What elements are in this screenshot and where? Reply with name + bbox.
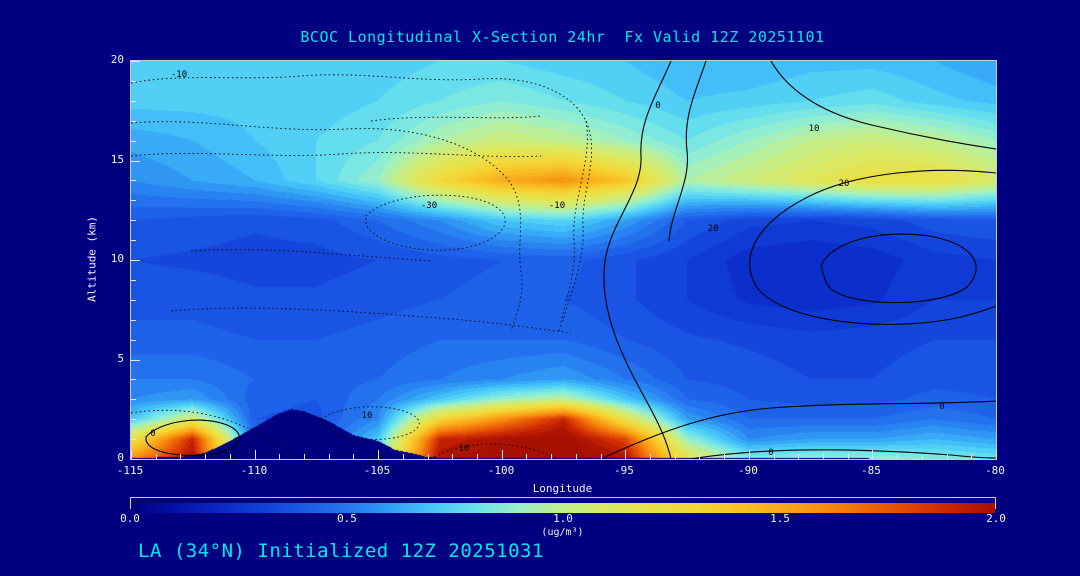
x-tick <box>328 454 330 459</box>
x-tick-label: -115 <box>116 464 144 477</box>
colorbar-canvas <box>131 503 995 513</box>
x-tick <box>131 450 132 459</box>
y-tick-label: 20 <box>110 53 124 66</box>
x-tick <box>897 454 899 459</box>
y-tick <box>131 100 136 102</box>
y-tick <box>131 399 136 401</box>
colorbar-units: (ug/m³) <box>541 527 584 538</box>
x-tick-label: -110 <box>240 464 268 477</box>
y-tick <box>131 80 136 82</box>
y-tick <box>131 140 136 142</box>
x-tick <box>526 454 528 459</box>
y-tick-label: 10 <box>110 252 124 265</box>
x-tick <box>378 450 380 459</box>
x-tick <box>971 454 973 459</box>
x-tick <box>650 454 651 459</box>
x-tick <box>847 454 849 459</box>
x-tick <box>748 450 750 459</box>
y-axis-title: Altitude (km) <box>85 215 99 303</box>
colorbar-tick-label: 2.0 <box>986 512 1006 525</box>
y-tick <box>131 359 140 361</box>
y-tick <box>131 61 140 62</box>
colorbar-tick-label: 1.0 <box>553 512 573 525</box>
x-tick <box>501 450 503 459</box>
x-tick <box>600 454 602 459</box>
y-tick <box>131 160 140 162</box>
x-tick-label: -100 <box>487 464 515 477</box>
contour-labels: 0 10 20 20 0 0 0 -10 -30 -10 10 10 <box>131 61 996 459</box>
plot-area: 0 10 20 20 0 0 0 -10 -30 -10 10 10 <box>130 60 997 460</box>
x-tick <box>205 454 207 459</box>
x-axis-title: Longitude <box>532 482 593 495</box>
x-tick <box>996 450 997 459</box>
dotted-contour-label: -10 <box>548 201 566 211</box>
solid-contour-label: 0 <box>150 429 156 439</box>
y-tick <box>131 439 136 441</box>
axis-tick-marks <box>131 61 997 460</box>
x-tick <box>872 450 874 459</box>
y-tick-label: 5 <box>117 352 124 365</box>
x-tick <box>674 454 676 459</box>
x-tick <box>823 454 824 459</box>
dotted-contour-label: 10 <box>361 411 373 421</box>
dotted-contour-label: -30 <box>420 201 438 211</box>
x-tick <box>304 454 305 459</box>
x-tick <box>353 454 355 459</box>
solid-contour-label: 0 <box>655 101 661 111</box>
solid-contour-label: 20 <box>707 224 719 234</box>
x-tick-label: -85 <box>861 464 881 477</box>
y-tick <box>131 180 136 182</box>
x-tick <box>402 454 404 459</box>
x-tick <box>229 454 231 459</box>
y-tick <box>131 299 136 301</box>
y-tick <box>131 279 136 281</box>
init-info-text: LA (34°N) Initialized 12Z 20251031 <box>138 540 544 562</box>
solid-contour-label: 0 <box>939 402 945 412</box>
x-tick-label: -90 <box>738 464 758 477</box>
x-tick <box>452 454 454 459</box>
solid-contour-label: 10 <box>808 124 820 134</box>
x-tick-label: -95 <box>614 464 634 477</box>
y-tick <box>131 200 136 202</box>
y-tick <box>131 260 140 261</box>
y-tick <box>131 379 136 381</box>
y-tick <box>131 240 136 242</box>
colorbar <box>130 497 996 513</box>
x-tick <box>180 454 182 459</box>
y-tick-label: 0 <box>117 451 124 464</box>
x-tick <box>946 454 948 459</box>
x-tick <box>477 454 478 459</box>
y-tick <box>131 120 136 122</box>
x-tick <box>427 454 429 459</box>
colorbar-tick-label: 1.5 <box>770 512 790 525</box>
x-tick-label: -80 <box>985 464 1005 477</box>
y-tick <box>131 339 136 341</box>
y-tick <box>131 459 140 460</box>
x-tick <box>254 450 256 459</box>
y-tick <box>131 319 136 321</box>
colorbar-tick-label: 0.0 <box>120 512 140 525</box>
x-tick <box>575 454 577 459</box>
plot-title: BCOC Longitudinal X-Section 24hr Fx Vali… <box>300 28 825 46</box>
x-tick-label: -105 <box>363 464 391 477</box>
x-tick <box>699 454 701 459</box>
x-tick <box>155 454 157 459</box>
y-tick <box>131 419 136 421</box>
x-tick <box>279 454 281 459</box>
y-tick-label: 15 <box>110 153 124 166</box>
x-tick <box>724 454 726 459</box>
solid-contour-label: 0 <box>768 448 774 458</box>
x-tick <box>551 454 553 459</box>
x-tick <box>773 454 775 459</box>
x-tick <box>798 454 800 459</box>
y-tick <box>131 220 136 222</box>
solid-contour-label: 20 <box>838 179 850 189</box>
x-tick <box>625 450 627 459</box>
dotted-contour-label: 10 <box>458 444 470 454</box>
colorbar-tick-label: 0.5 <box>337 512 357 525</box>
x-tick <box>921 454 923 459</box>
dotted-contour-label: -10 <box>170 70 188 80</box>
